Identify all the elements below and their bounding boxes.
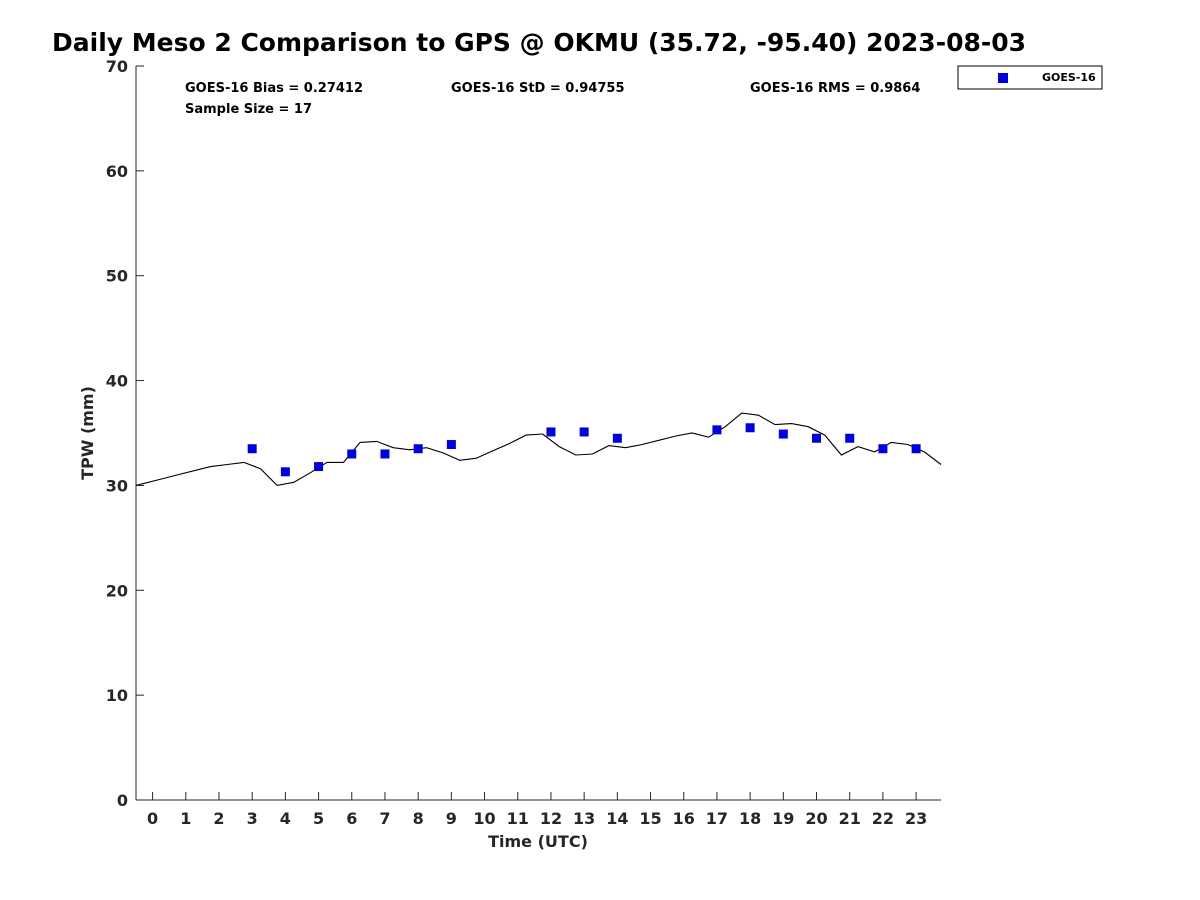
legend-box <box>957 65 1103 90</box>
goes-16-point <box>712 425 722 435</box>
legend-marker <box>998 73 1008 83</box>
x-tick-label: 14 <box>606 809 628 828</box>
goes-16-point <box>778 429 788 439</box>
legend: GOES-16 <box>957 65 1103 90</box>
x-tick-label: 23 <box>905 809 927 828</box>
x-tick-label: 9 <box>446 809 457 828</box>
goes-16-point <box>280 467 290 477</box>
x-tick-label: 3 <box>247 809 258 828</box>
x-tick-label: 13 <box>573 809 595 828</box>
x-tick-label: 12 <box>540 809 562 828</box>
x-tick-label: 5 <box>313 809 324 828</box>
y-axis-label: TPW (mm) <box>78 386 97 480</box>
x-tick-label: 20 <box>805 809 827 828</box>
y-tick-label: 20 <box>106 581 128 600</box>
stat-sample-size: Sample Size = 17 <box>185 102 312 117</box>
goes-16-point <box>380 449 390 459</box>
goes-16-point <box>845 433 855 443</box>
y-tick-label: 30 <box>106 476 128 495</box>
x-tick-label: 10 <box>473 809 495 828</box>
goes-16-point <box>911 444 921 454</box>
goes-16-point <box>314 462 324 472</box>
legend-label: GOES-16 <box>1042 71 1096 84</box>
gps-tpw-line <box>135 412 942 486</box>
x-tick-label: 18 <box>739 809 761 828</box>
x-tick-label: 19 <box>772 809 794 828</box>
goes-16-point <box>546 427 556 437</box>
y-tick-label: 0 <box>117 791 128 810</box>
goes-16-point <box>745 423 755 433</box>
goes-16-point <box>878 444 888 454</box>
stat-bias: GOES-16 Bias = 0.27412 <box>185 81 363 96</box>
x-tick-label: 8 <box>413 809 424 828</box>
goes-16-point <box>347 449 357 459</box>
stat-rms: GOES-16 RMS = 0.9864 <box>750 81 920 96</box>
goes-marker-layer <box>247 423 921 477</box>
x-tick-label: 4 <box>280 809 291 828</box>
x-tick-label: 1 <box>180 809 191 828</box>
y-tick-label: 60 <box>106 162 128 181</box>
goes-16-point <box>612 433 622 443</box>
x-axis-label: Time (UTC) <box>488 832 588 851</box>
x-tick-label: 11 <box>507 809 529 828</box>
x-tick-label: 6 <box>346 809 357 828</box>
gps-line-layer <box>135 412 942 486</box>
goes-16-point <box>247 444 257 454</box>
stat-std: GOES-16 StD = 0.94755 <box>451 81 625 96</box>
x-tick-label: 2 <box>213 809 224 828</box>
y-tick-label: 70 <box>106 57 128 76</box>
y-tick-label: 40 <box>106 372 128 391</box>
goes-16-point <box>579 427 589 437</box>
x-tick-label: 22 <box>872 809 894 828</box>
chart-title: Daily Meso 2 Comparison to GPS @ OKMU (3… <box>52 28 1027 57</box>
x-tick-label: 7 <box>379 809 390 828</box>
goes-16-point <box>413 444 423 454</box>
y-tick-label: 10 <box>106 686 128 705</box>
x-tick-label: 21 <box>839 809 861 828</box>
x-tick-label: 15 <box>639 809 661 828</box>
x-tick-label: 16 <box>673 809 695 828</box>
x-tick-label: 0 <box>147 809 158 828</box>
goes-16-point <box>812 433 822 443</box>
x-tick-label: 17 <box>706 809 728 828</box>
y-tick-label: 50 <box>106 267 128 286</box>
goes-16-point <box>446 440 456 450</box>
